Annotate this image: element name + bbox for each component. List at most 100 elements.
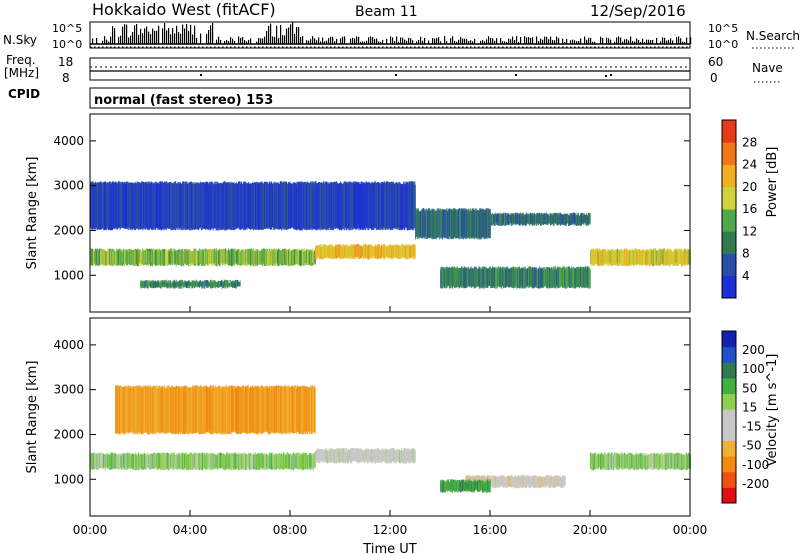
noise-bar bbox=[108, 41, 110, 44]
noise-bar bbox=[244, 40, 246, 44]
freq-dot bbox=[395, 74, 397, 76]
noise-bar bbox=[228, 41, 230, 44]
noise-bar bbox=[452, 36, 454, 44]
noise-bar bbox=[508, 38, 510, 44]
noise-bar bbox=[298, 27, 300, 44]
noise-bar bbox=[208, 30, 210, 44]
noise-bar bbox=[276, 25, 278, 44]
noise-bar bbox=[574, 40, 576, 44]
noise-bar bbox=[638, 39, 640, 44]
noise-bar bbox=[424, 37, 426, 44]
noise-bar bbox=[266, 31, 268, 44]
noise-bar bbox=[408, 37, 410, 44]
heatmap-cell bbox=[589, 213, 591, 224]
noise-bar bbox=[238, 36, 240, 44]
noise-bar bbox=[290, 24, 292, 44]
noise-bar bbox=[148, 31, 150, 44]
noise-bar bbox=[544, 36, 546, 44]
noise-bar bbox=[162, 28, 164, 44]
noise-bar bbox=[206, 33, 208, 44]
noise-bar bbox=[138, 34, 140, 44]
freq-tick-bottom: 8 bbox=[62, 71, 70, 85]
noise-bar bbox=[440, 41, 442, 44]
noise-bar bbox=[212, 22, 214, 44]
heatmap-cell bbox=[175, 283, 177, 288]
cpid-value: normal (fast stereo) 153 bbox=[94, 93, 273, 108]
noise-bar bbox=[366, 40, 368, 44]
noise-bar bbox=[530, 37, 532, 44]
noise-bar bbox=[514, 39, 516, 44]
noise-bar bbox=[136, 24, 138, 44]
noise-bar bbox=[672, 40, 674, 44]
noise-bar bbox=[686, 37, 688, 44]
noise-bar bbox=[630, 36, 632, 44]
noise-bar bbox=[382, 40, 384, 44]
noise-left-tick-top: 10^5 bbox=[52, 22, 82, 35]
noise-bar bbox=[286, 28, 288, 44]
noise-bar bbox=[690, 37, 692, 44]
noise-bar bbox=[420, 36, 422, 44]
freq-dots bbox=[200, 74, 612, 77]
noise-bar bbox=[258, 38, 260, 44]
noise-bar bbox=[320, 41, 322, 44]
noise-bar bbox=[550, 36, 552, 44]
noise-bar bbox=[444, 36, 446, 44]
noise-panel-frame bbox=[89, 21, 691, 49]
noise-bar bbox=[226, 39, 228, 44]
noise-bar bbox=[310, 39, 312, 44]
power-heatmap bbox=[90, 181, 691, 289]
noise-bar bbox=[504, 41, 506, 44]
noise-bar bbox=[364, 41, 366, 44]
nave-tick-bottom: 0 bbox=[710, 71, 718, 85]
noise-bar bbox=[422, 40, 424, 44]
freq-dot bbox=[200, 74, 202, 76]
noise-bar bbox=[468, 41, 470, 44]
noise-bar bbox=[642, 38, 644, 44]
noise-bar bbox=[128, 37, 130, 44]
velocity-heatmap bbox=[90, 385, 691, 493]
noise-bar bbox=[400, 37, 402, 44]
noise-bar bbox=[264, 36, 266, 44]
freq-panel-frame bbox=[89, 57, 691, 81]
noise-bar bbox=[330, 36, 332, 44]
cpid-label: CPID bbox=[8, 87, 40, 101]
noise-bar bbox=[464, 38, 466, 44]
noise-bar bbox=[156, 30, 158, 44]
noise-bar bbox=[572, 39, 574, 44]
noise-bar bbox=[370, 36, 372, 44]
noise-bar bbox=[586, 39, 588, 44]
noise-bar bbox=[294, 33, 296, 44]
noise-bar bbox=[340, 38, 342, 44]
noise-bar bbox=[626, 39, 628, 44]
noise-bar bbox=[436, 38, 438, 44]
noise-bar bbox=[428, 40, 430, 44]
noise-bar bbox=[646, 39, 648, 44]
noise-bar bbox=[176, 25, 178, 44]
noise-bar bbox=[164, 23, 166, 44]
noise-bar bbox=[332, 36, 334, 44]
noise-bar bbox=[620, 37, 622, 44]
noise-bar bbox=[668, 40, 670, 44]
noise-bar bbox=[528, 37, 530, 44]
noise-bar bbox=[120, 35, 122, 44]
noise-bar bbox=[268, 25, 270, 44]
noise-bar bbox=[532, 37, 534, 44]
noise-bar bbox=[312, 36, 314, 44]
noise-bar bbox=[372, 37, 374, 44]
noise-bar bbox=[552, 40, 554, 44]
noise-bar bbox=[472, 41, 474, 44]
noise-bar bbox=[660, 41, 662, 44]
noise-bar bbox=[306, 40, 308, 44]
noise-bar bbox=[666, 40, 668, 44]
noise-bar bbox=[118, 36, 120, 44]
noise-bar bbox=[126, 24, 128, 44]
noise-bar bbox=[92, 38, 94, 44]
noise-bar bbox=[220, 39, 222, 44]
noise-bar bbox=[288, 27, 290, 44]
noise-bar bbox=[576, 41, 578, 44]
noise-bar bbox=[548, 39, 550, 44]
noise-bar bbox=[640, 41, 642, 44]
noise-bar bbox=[166, 30, 168, 44]
noise-bar bbox=[416, 41, 418, 44]
noise-bar bbox=[684, 41, 686, 44]
